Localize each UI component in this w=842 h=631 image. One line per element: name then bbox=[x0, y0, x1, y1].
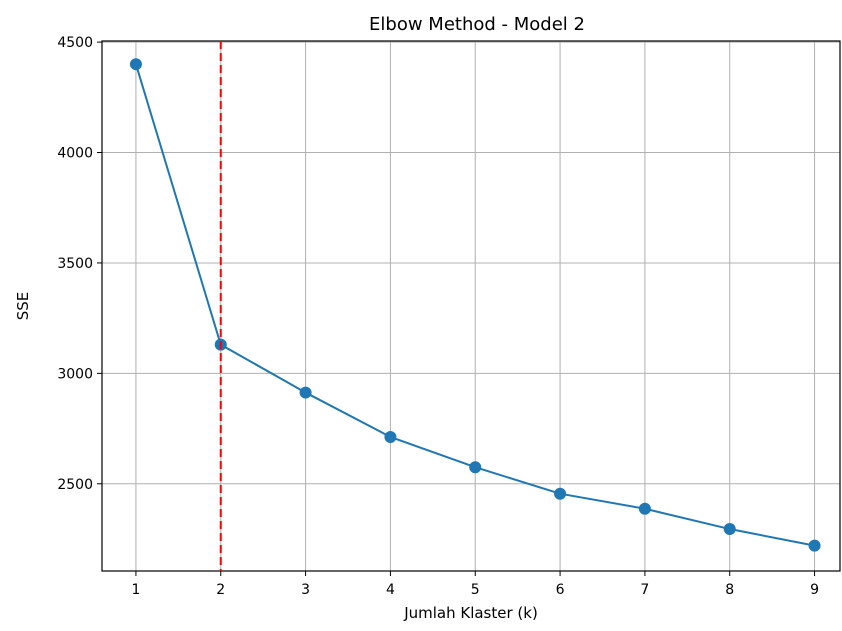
data-point bbox=[554, 487, 567, 500]
y-tick-label: 3000 bbox=[57, 366, 93, 382]
y-axis-label: SSE bbox=[14, 292, 32, 321]
x-tick-label: 7 bbox=[640, 582, 649, 598]
plot-area-frame bbox=[101, 40, 841, 572]
y-tick-label: 2500 bbox=[57, 477, 93, 493]
y-tick-label: 4500 bbox=[57, 35, 93, 51]
series-line-group bbox=[129, 58, 821, 552]
y-axis: 2500 3000 3500 4000 4500 bbox=[57, 35, 102, 493]
chart-title: Elbow Method - Model 2 bbox=[369, 14, 585, 35]
x-axis-label: Jumlah Klaster (k) bbox=[403, 604, 538, 622]
data-point bbox=[808, 539, 821, 552]
x-tick-label: 3 bbox=[301, 582, 310, 598]
data-point bbox=[384, 430, 397, 443]
y-tick-label: 3500 bbox=[57, 256, 93, 272]
x-tick-label: 4 bbox=[386, 582, 395, 598]
data-point bbox=[723, 523, 736, 536]
x-tick-label: 8 bbox=[725, 582, 734, 598]
x-tick-label: 5 bbox=[471, 582, 480, 598]
grid-lines bbox=[102, 41, 840, 571]
x-tick-label: 6 bbox=[556, 582, 565, 598]
x-tick-label: 9 bbox=[810, 582, 819, 598]
x-tick-label: 1 bbox=[131, 582, 140, 598]
data-point bbox=[638, 502, 651, 515]
x-axis: 1 2 3 4 5 6 7 8 9 bbox=[131, 571, 819, 598]
data-point bbox=[469, 461, 482, 474]
data-point bbox=[299, 386, 312, 399]
x-tick-label: 2 bbox=[216, 582, 225, 598]
data-point bbox=[129, 58, 142, 71]
y-tick-label: 4000 bbox=[57, 146, 93, 162]
